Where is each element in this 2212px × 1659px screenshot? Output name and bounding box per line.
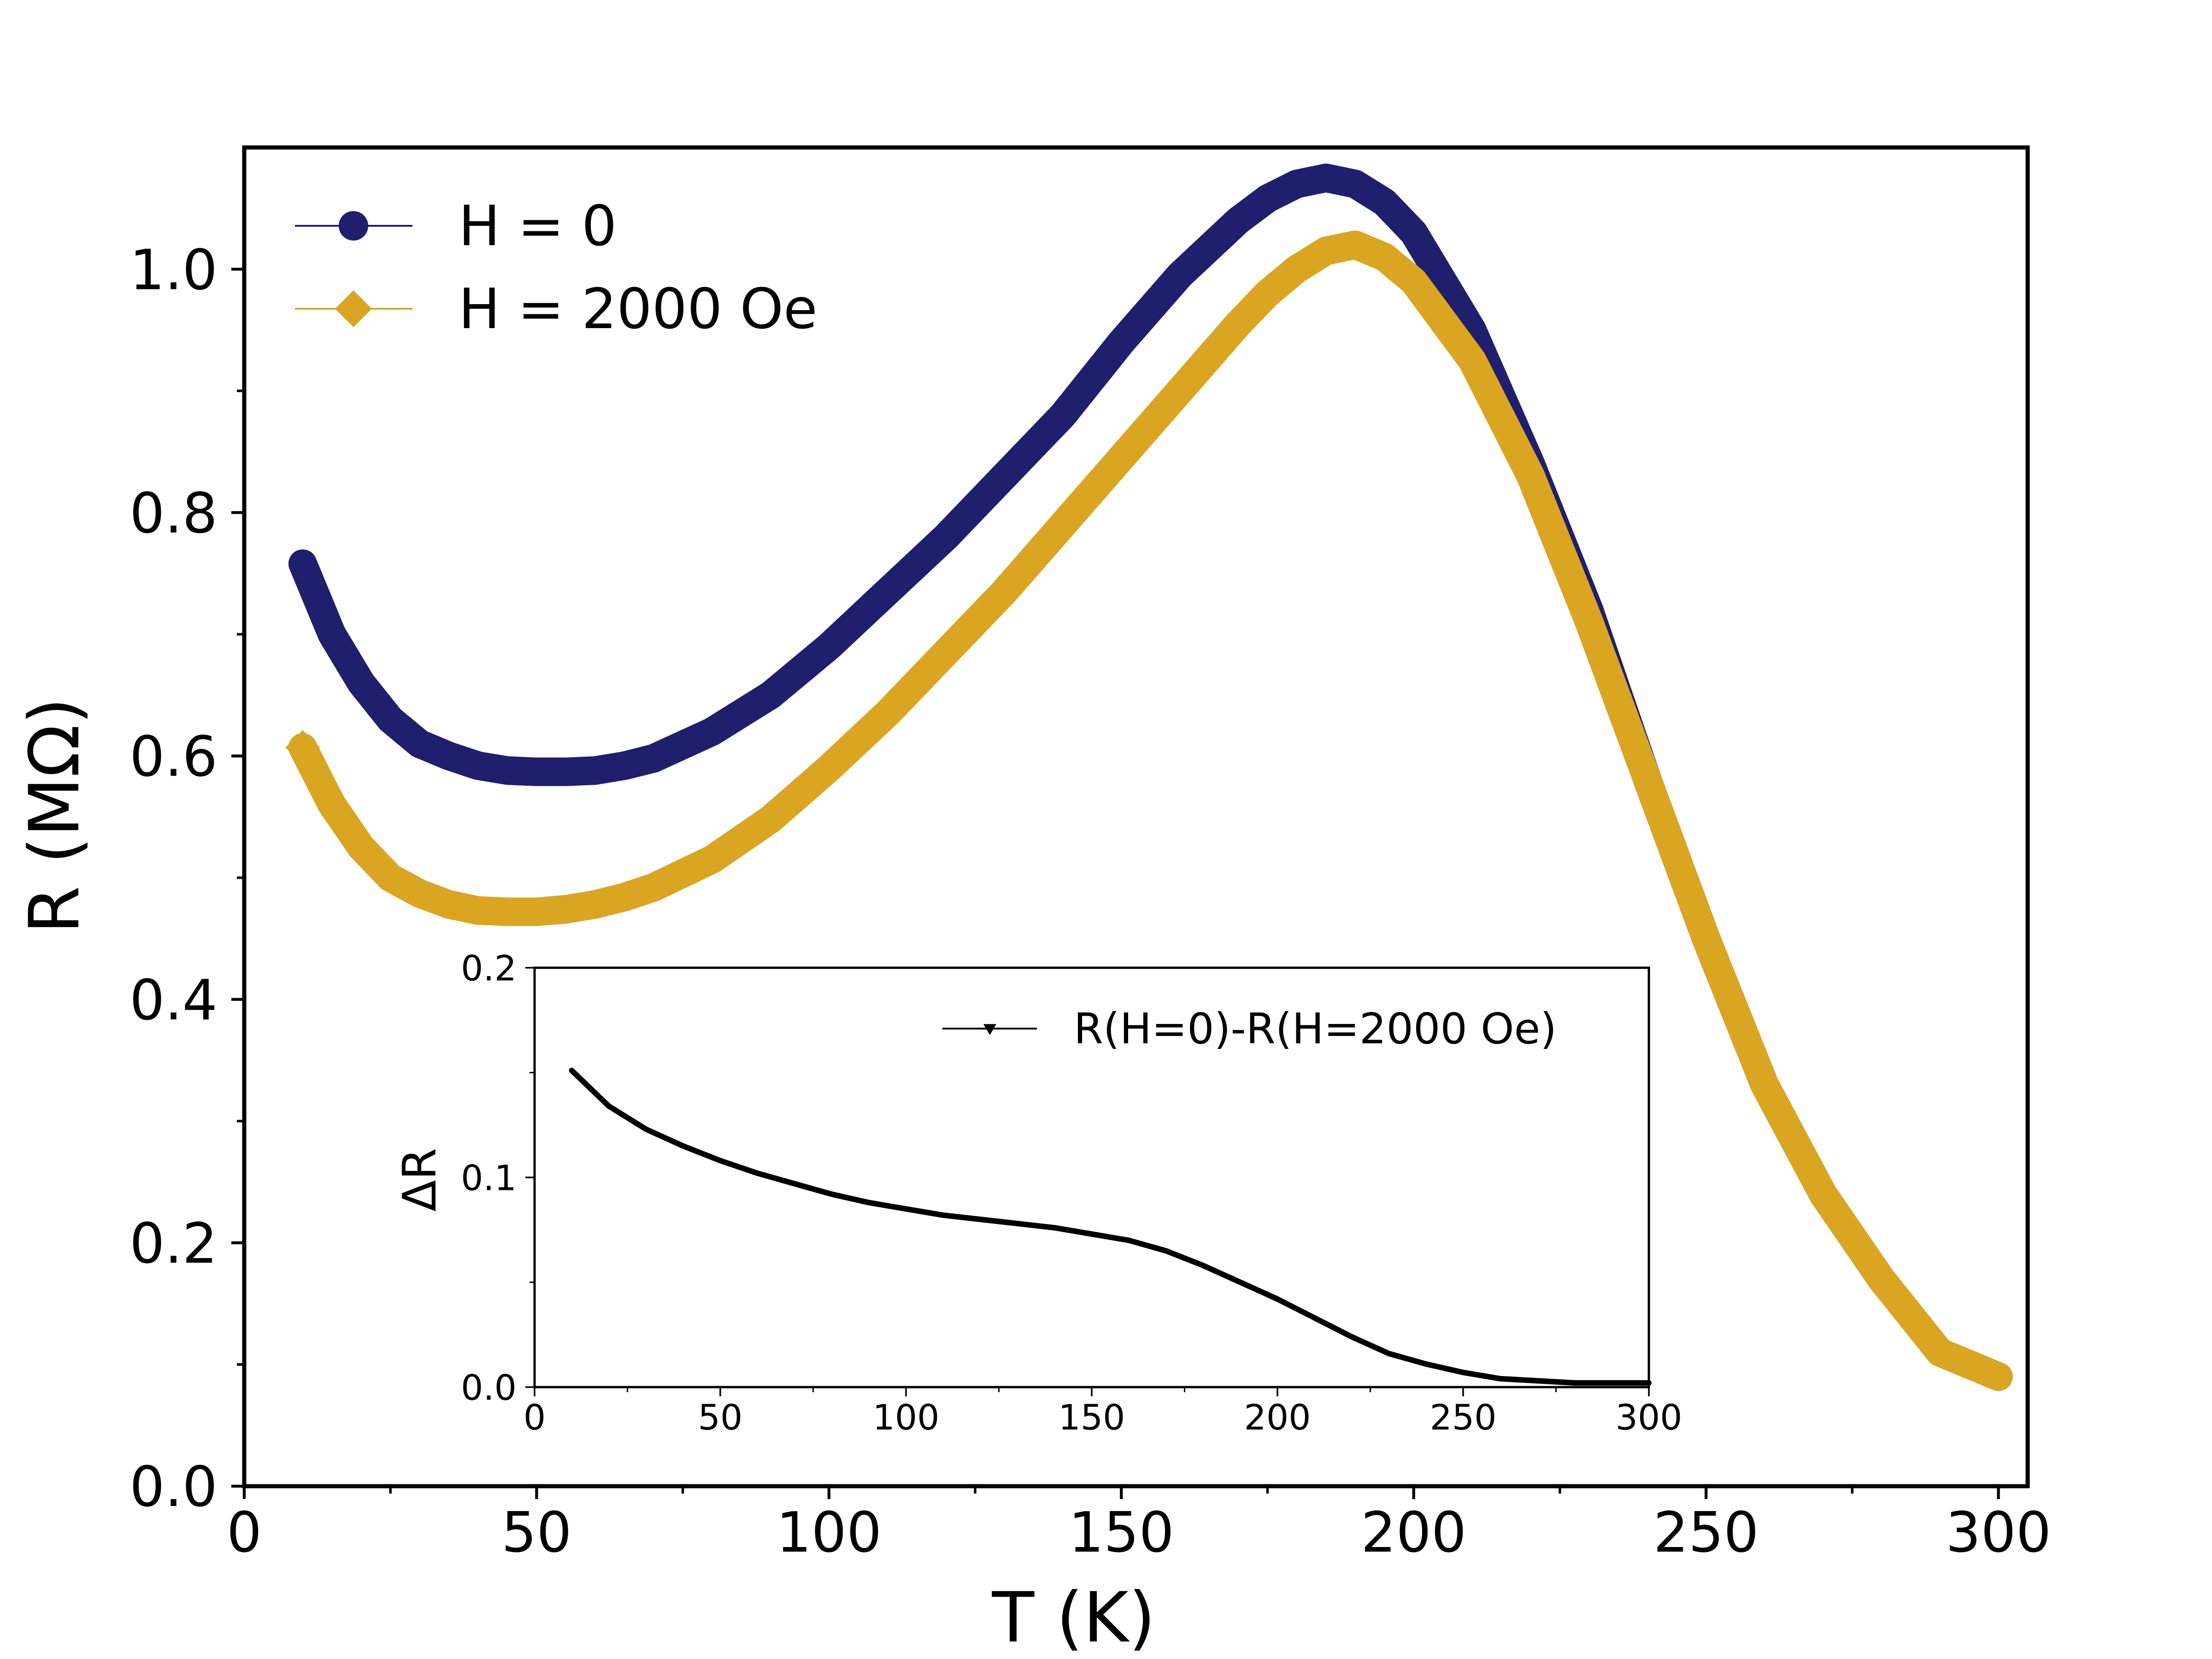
main-y-tick-label: 0.2	[129, 1212, 218, 1276]
main-y-tick-label: 0.4	[129, 969, 218, 1033]
main-x-tick-label: 200	[1361, 1501, 1466, 1565]
main-y-tick-label: 0.0	[129, 1455, 218, 1519]
series-start-marker-h2000	[285, 730, 320, 765]
inset-background	[535, 968, 1649, 1387]
inset-plot: ΔR 0 50 100 150 200 250 300 0.0 0.1 0.2 R(H=0)-R(H…	[393, 947, 1683, 1438]
inset-series-line	[569, 1067, 1652, 1386]
main-plot-frame	[242, 145, 2030, 1488]
inset-x-tick-label: 200	[1244, 1397, 1311, 1438]
main-plot: T (K) R (MΩ) 0 50 100 150 200 250 300 0.0 0.2 0.4…	[15, 145, 2051, 1658]
main-x-axis-label: T (K)	[992, 1578, 1156, 1658]
inset-y-tick-label: 0.1	[461, 1157, 517, 1198]
main-y-tick-label: 1.0	[129, 238, 218, 302]
legend-marker-diamond	[335, 290, 372, 327]
legend-marker-circle	[339, 211, 368, 241]
inset-x-tick-label: 150	[1058, 1397, 1125, 1438]
inset-x-tick-label: 300	[1615, 1397, 1682, 1438]
main-y-tick-label: 0.6	[129, 725, 218, 789]
main-x-tick-label: 0	[227, 1501, 262, 1565]
main-y-tick-label: 0.8	[129, 482, 218, 546]
inset-y-tick-label: 0.0	[461, 1367, 517, 1408]
inset-y-axis-label: ΔR	[393, 1148, 447, 1212]
inset-x-tick-label: 100	[872, 1397, 939, 1438]
main-x-tick-label: 150	[1069, 1501, 1174, 1565]
main-x-tick-label: 250	[1653, 1501, 1759, 1565]
inset-x-tick-label: 0	[524, 1397, 546, 1438]
inset-legend-marker	[983, 1024, 996, 1035]
main-x-tick-label: 100	[776, 1501, 882, 1565]
main-y-axis-label: R (MΩ)	[15, 698, 95, 934]
series-line-h2000	[288, 230, 2013, 1391]
inset-x-tick-label: 50	[698, 1397, 743, 1438]
main-x-tick-label: 50	[501, 1501, 572, 1565]
inset-x-tick-label: 250	[1430, 1397, 1496, 1438]
main-legend: H = 0 H = 2000 Oe	[295, 194, 818, 341]
inset-plot-frame	[533, 966, 1650, 1388]
inset-legend-label: R(H=0)-R(H=2000 Oe)	[1074, 1004, 1557, 1053]
series-start-marker-h0	[288, 550, 317, 578]
legend-label: H = 2000 Oe	[459, 277, 818, 341]
main-x-tick-label: 300	[1946, 1501, 2051, 1565]
legend-label: H = 0	[459, 194, 617, 259]
inset-y-tick-label: 0.2	[461, 947, 517, 988]
